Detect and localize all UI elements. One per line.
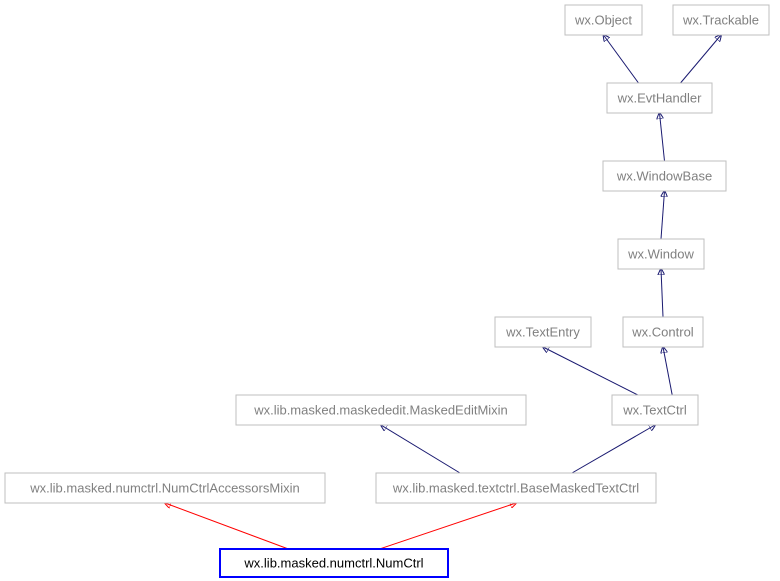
node-label: wx.Trackable — [682, 12, 759, 27]
node-label: wx.Object — [574, 12, 632, 27]
node-label: wx.lib.masked.maskededit.MaskedEditMixin — [253, 402, 508, 417]
node-wxWindowBase[interactable]: wx.WindowBase — [603, 161, 726, 191]
edge — [165, 503, 288, 549]
edge — [661, 191, 665, 239]
node-label: wx.EvtHandler — [617, 90, 702, 105]
edge — [543, 347, 638, 395]
node-label: wx.Control — [631, 324, 694, 339]
node-NumCtrl[interactable]: wx.lib.masked.numctrl.NumCtrl — [220, 549, 448, 577]
edge — [661, 269, 663, 317]
node-label: wx.lib.masked.textctrl.BaseMaskedTextCtr… — [392, 480, 639, 495]
edge — [380, 503, 516, 549]
node-label: wx.TextEntry — [505, 324, 580, 339]
node-wxEvtHandler[interactable]: wx.EvtHandler — [607, 83, 712, 113]
edge — [681, 35, 722, 83]
edge — [381, 425, 460, 473]
node-label: wx.lib.masked.numctrl.NumCtrl — [243, 555, 423, 570]
nodes-layer: wx.Object wx.Trackable wx.EvtHandler wx.Win… — [5, 5, 769, 577]
edge — [604, 35, 639, 83]
node-wxControl[interactable]: wx.Control — [623, 317, 703, 347]
node-wxTextEntry[interactable]: wx.TextEntry — [495, 317, 591, 347]
node-wxWindow[interactable]: wx.Window — [618, 239, 704, 269]
node-wxTextCtrl[interactable]: wx.TextCtrl — [612, 395, 698, 425]
node-label: wx.Window — [627, 246, 694, 261]
edge — [663, 347, 672, 395]
edge — [660, 113, 665, 161]
node-label: wx.lib.masked.numctrl.NumCtrlAccessorsMi… — [29, 480, 299, 495]
node-AccessorsMixin[interactable]: wx.lib.masked.numctrl.NumCtrlAccessorsMi… — [5, 473, 325, 503]
node-wxTrackable[interactable]: wx.Trackable — [673, 5, 769, 35]
node-label: wx.TextCtrl — [622, 402, 687, 417]
node-MaskedEditMixin[interactable]: wx.lib.masked.maskededit.MaskedEditMixin — [236, 395, 526, 425]
node-wxObject[interactable]: wx.Object — [565, 5, 642, 35]
node-BaseMaskedTextCtrl[interactable]: wx.lib.masked.textctrl.BaseMaskedTextCtr… — [376, 473, 656, 503]
node-label: wx.WindowBase — [616, 168, 712, 183]
edge — [572, 425, 655, 473]
